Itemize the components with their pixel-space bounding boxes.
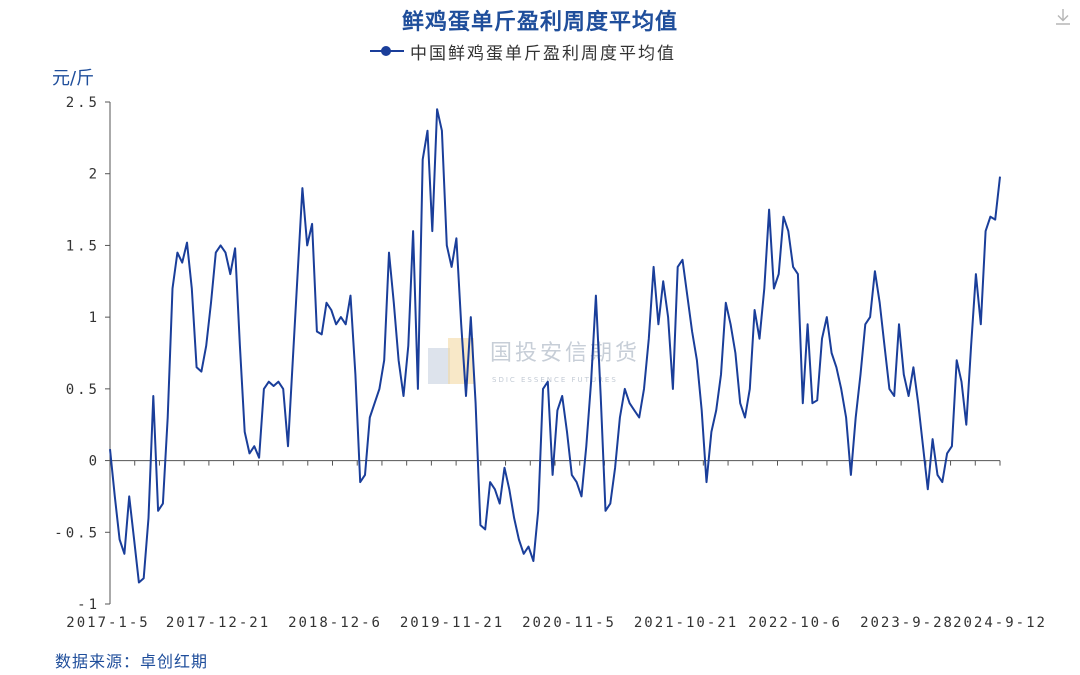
y-tick-label: -1 (77, 597, 100, 613)
y-axis-unit: 元/斤 (52, 68, 95, 89)
x-tick-label: 2021-10-21 (634, 615, 738, 631)
watermark-logo-left (428, 348, 450, 384)
x-axis-ticks: 2017-1-5 2017-12-21 2018-12-6 2019-11-21 202… (66, 460, 1047, 631)
x-tick-label: 2024-9-12 (953, 615, 1047, 631)
data-source: 数据来源：卓创红期 (55, 652, 209, 671)
x-tick-label: 2020-11-5 (522, 615, 616, 631)
y-tick-label: 1.5 (66, 238, 100, 254)
x-tick-label: 2023-9-28 (860, 615, 954, 631)
chart-title: 鲜鸡蛋单斤盈利周度平均值 (401, 10, 678, 35)
y-axis-ticks: 2.5 2 1.5 1 0.5 0 -0.5 -1 (54, 95, 110, 613)
download-icon[interactable] (1052, 6, 1074, 28)
y-tick-label: 2 (89, 167, 100, 183)
legend-label: 中国鲜鸡蛋单斤盈利周度平均值 (410, 43, 676, 64)
watermark-name-cn: 国投安信期货 (490, 341, 640, 366)
series-line (109, 108, 1001, 584)
x-tick-label: 2019-11-21 (400, 615, 504, 631)
y-tick-label: 0.5 (66, 382, 100, 398)
watermark: 国投安信期货 SDIC ESSENCE FUTURES (428, 338, 640, 384)
x-tick-label: 2022-10-6 (748, 615, 842, 631)
y-tick-label: -0.5 (54, 525, 100, 541)
x-tick-label: 2017-12-21 (166, 615, 270, 631)
y-tick-label: 2.5 (66, 95, 100, 111)
x-tick-label: 2017-1-5 (66, 615, 149, 631)
y-tick-label: 1 (89, 310, 100, 326)
legend-line-marker (370, 43, 404, 59)
x-tick-label: 2018-12-6 (288, 615, 382, 631)
watermark-name-en: SDIC ESSENCE FUTURES (492, 376, 618, 384)
legend: 中国鲜鸡蛋单斤盈利周度平均值 (370, 40, 676, 64)
y-tick-label: 0 (89, 454, 100, 470)
